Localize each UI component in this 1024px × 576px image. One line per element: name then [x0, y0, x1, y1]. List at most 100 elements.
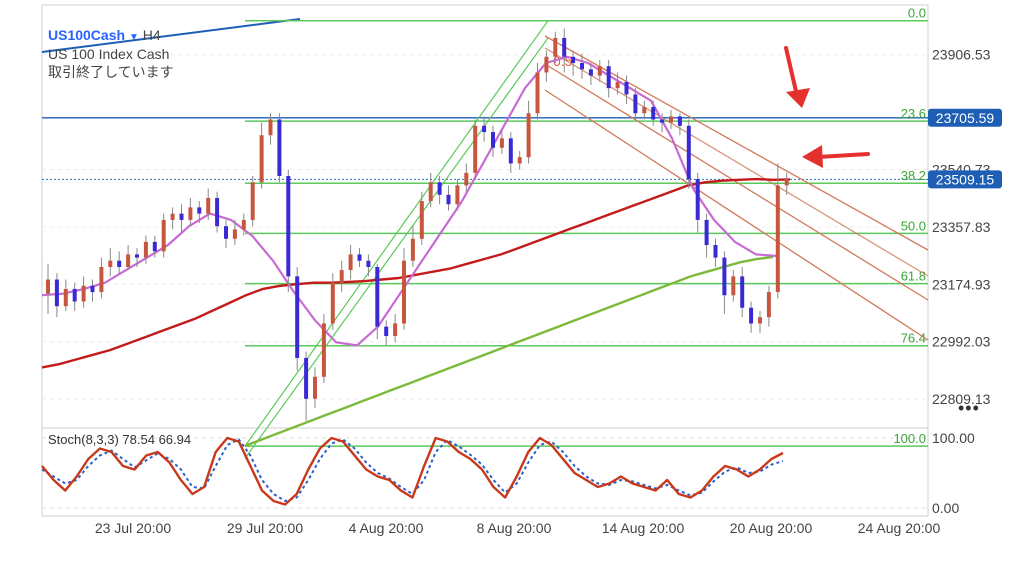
candle-body	[695, 179, 700, 220]
candle-body	[357, 254, 362, 261]
candle-body	[99, 266, 104, 293]
arrow-left-shaft	[816, 152, 870, 159]
candle-body	[259, 135, 264, 183]
stoch-main-line	[41, 436, 784, 506]
candle-body	[277, 119, 282, 176]
candle-body	[108, 260, 113, 267]
candle-body	[72, 288, 77, 302]
candle-body	[562, 37, 567, 57]
fib-range-diagonal	[244, 20, 549, 447]
price-label-text: 23509.15	[936, 171, 995, 187]
candle-body	[152, 241, 157, 252]
candle-body	[499, 138, 504, 148]
candle-body	[250, 182, 255, 220]
candle-body	[402, 260, 406, 324]
fib-level-label: 50.0	[901, 218, 926, 233]
y-tick-label: 23174.93	[932, 276, 991, 292]
candle-body	[330, 282, 335, 324]
y-tick-label: 23906.53	[932, 47, 991, 63]
moving-averages	[41, 55, 791, 447]
candle-body	[713, 245, 718, 258]
candle-body	[348, 254, 353, 271]
x-tick-label: 8 Aug 20:00	[477, 520, 552, 536]
candle-body	[419, 201, 424, 239]
candle-body	[135, 254, 139, 258]
fib-level-label: 100.0	[893, 431, 926, 446]
axes: 23906.5323540.7323357.8323174.9322992.03…	[95, 47, 1002, 536]
fib-level-label: 0.0	[908, 6, 926, 21]
plot-frame	[41, 4, 929, 517]
candle-body	[126, 254, 131, 267]
x-tick-label: 20 Aug 20:00	[730, 520, 813, 536]
symbol-row[interactable]: US100Cash ▼ H4	[48, 27, 161, 46]
candle-body	[775, 185, 780, 293]
fib-level-label: 76.4	[901, 331, 926, 346]
candle-body	[63, 288, 68, 307]
candle-body	[410, 238, 415, 261]
stochastic-oscillator: Stoch(8,3,3) 78.54 66.94	[41, 432, 784, 506]
price-label-box	[928, 108, 1002, 127]
candle-body	[206, 197, 211, 214]
candle-body	[90, 285, 95, 293]
candle-body	[446, 194, 451, 205]
candle-body	[758, 317, 762, 324]
candle-body	[482, 125, 487, 133]
candle-body	[588, 69, 593, 76]
candle-body	[731, 276, 736, 296]
ma-green-line	[244, 255, 774, 447]
candle-body	[170, 213, 175, 220]
candle-body	[143, 241, 148, 258]
ma-violet-line	[41, 55, 778, 347]
candle-body	[615, 81, 620, 89]
x-tick-label: 4 Aug 20:00	[349, 520, 424, 536]
candle-body	[339, 270, 344, 283]
candle-body	[508, 138, 513, 164]
candle-body	[455, 185, 460, 205]
channel-line	[544, 89, 929, 341]
candle-body	[642, 106, 647, 114]
price-label-box	[928, 170, 1002, 189]
fib-range-diagonal	[244, 37, 549, 459]
annotation-arrows	[784, 46, 870, 168]
candle-body	[393, 323, 398, 337]
y-tick-label: 22992.03	[932, 334, 991, 350]
symbol-label[interactable]: US100Cash	[48, 27, 126, 43]
market-status: 取引終了しています	[48, 64, 174, 80]
instrument-description: US 100 Index Cash	[48, 46, 170, 62]
candle-body	[215, 197, 220, 227]
candle-body	[188, 207, 193, 220]
candle-body	[669, 116, 673, 123]
candle-body	[580, 63, 584, 70]
stoch-signal-line	[41, 438, 784, 502]
candle-body	[766, 292, 771, 318]
candle-body	[81, 285, 86, 302]
stoch-label: Stoch(8,3,3) 78.54 66.94	[48, 432, 191, 447]
price-label-text: 23705.59	[936, 110, 995, 126]
arrow-left-head	[802, 145, 823, 168]
fib-level-label: 38.2	[901, 168, 926, 183]
candlestick-series	[46, 28, 789, 421]
candle-body	[704, 219, 709, 246]
fib-level-label: 61.8	[901, 269, 926, 284]
candle-body	[740, 276, 745, 308]
candle-body	[268, 119, 273, 136]
chevron-down-icon[interactable]: ▼	[128, 32, 139, 43]
candle-body	[784, 179, 789, 186]
candle-body	[677, 116, 682, 126]
candle-body	[597, 66, 602, 76]
timeframe-label[interactable]: H4	[142, 27, 161, 43]
candle-body	[428, 182, 433, 202]
candle-body	[473, 125, 478, 173]
y-tick-label: 22809.13	[932, 391, 991, 407]
candle-body	[304, 357, 309, 399]
candle-body	[606, 66, 611, 89]
candle-body	[232, 229, 237, 239]
x-tick-label: 23 Jul 20:00	[95, 520, 171, 536]
more-horizontal-icon[interactable]: •••	[958, 398, 980, 418]
y-tick-label: 23357.83	[932, 219, 991, 235]
candle-body	[464, 172, 469, 186]
candle-body	[517, 157, 522, 164]
candle-body	[366, 260, 371, 267]
x-tick-label: 24 Aug 20:00	[858, 520, 941, 536]
